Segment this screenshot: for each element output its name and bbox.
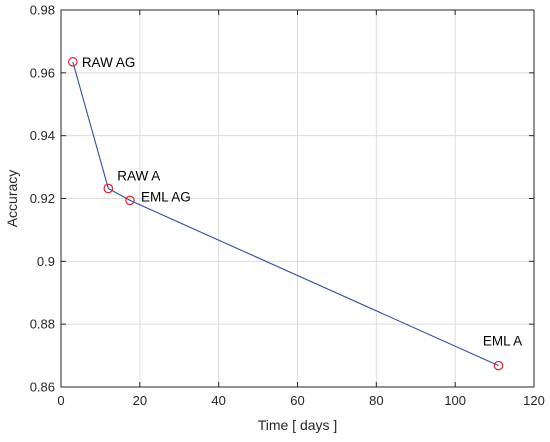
- data-point-marker: [103, 183, 114, 194]
- series-line: [72, 61, 499, 367]
- x-tick-label: 40: [211, 393, 225, 408]
- data-point-label: EML A: [483, 334, 522, 349]
- x-tick-label: 120: [523, 393, 545, 408]
- data-point-label: RAW A: [117, 168, 160, 183]
- x-tick-label: 20: [133, 393, 147, 408]
- x-tick-label: 100: [444, 393, 466, 408]
- y-tick-label: 0.92: [30, 191, 55, 206]
- axis-ticks: 0 20 40 60 80 100 120 0.86 0.88 0.9 0.92 0.94 0.96 0.…: [30, 3, 545, 409]
- y-tick-label: 0.88: [30, 317, 55, 332]
- x-tick-label: 60: [290, 393, 304, 408]
- data-point-label: RAW AG: [82, 55, 136, 70]
- y-tick-label: 0.96: [30, 65, 55, 80]
- y-tick-label: 0.98: [30, 3, 55, 18]
- data-point-marker: [125, 195, 135, 206]
- x-axis-label: Time [ days ]: [258, 417, 338, 433]
- data-series: RAW AG RAW A EML AG EML A: [68, 55, 522, 371]
- y-tick-label: 0.86: [30, 380, 55, 395]
- y-tick-label: 0.94: [30, 128, 55, 143]
- data-point-label: EML AG: [141, 189, 191, 204]
- data-point-marker: [68, 57, 78, 67]
- x-tick-label: 0: [57, 393, 64, 408]
- y-tick-label: 0.9: [37, 254, 55, 269]
- x-tick-label: 80: [369, 393, 383, 408]
- y-axis-label: Accuracy: [4, 170, 20, 228]
- data-point-marker: [493, 360, 504, 371]
